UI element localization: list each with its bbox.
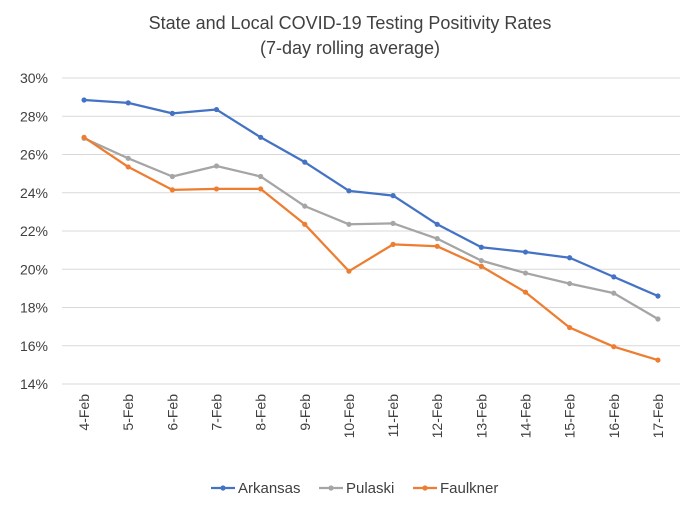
chart-title-line-2: (7-day rolling average) xyxy=(260,38,440,58)
data-point-faulkner xyxy=(434,243,440,249)
data-point-pulaski xyxy=(478,258,484,264)
data-point-pulaski xyxy=(169,173,175,180)
data-point-arkansas xyxy=(169,110,175,116)
data-point-faulkner xyxy=(213,186,220,192)
legend: Arkansas Pulaski Faulkner xyxy=(211,480,498,497)
legend-label: Arkansas xyxy=(238,480,301,497)
x-tick-label: 4-Feb xyxy=(76,394,92,431)
data-point-pulaski xyxy=(390,220,396,226)
data-point-arkansas xyxy=(390,193,396,199)
data-point-arkansas xyxy=(258,134,264,140)
x-tick-label: 13-Feb xyxy=(473,394,489,439)
series-faulkner xyxy=(81,134,661,363)
data-point-arkansas xyxy=(125,100,131,106)
y-tick-label: 16% xyxy=(20,338,48,354)
data-point-arkansas xyxy=(611,274,617,280)
legend-label: Faulkner xyxy=(440,480,498,497)
data-point-faulkner xyxy=(567,324,573,331)
legend-swatch-marker xyxy=(422,485,428,491)
y-tick-label: 24% xyxy=(20,185,48,201)
data-point-arkansas xyxy=(655,293,661,299)
legend-label: Pulaski xyxy=(346,480,394,497)
data-point-faulkner xyxy=(258,186,264,192)
data-point-faulkner xyxy=(302,221,308,227)
data-point-arkansas xyxy=(302,159,308,165)
series-lines xyxy=(81,97,661,363)
data-point-pulaski xyxy=(434,236,440,242)
data-point-pulaski xyxy=(258,173,264,180)
data-point-arkansas xyxy=(567,255,573,261)
legend-item-pulaski: Pulaski xyxy=(319,480,394,497)
series-line-faulkner xyxy=(82,136,660,362)
series-pulaski xyxy=(81,135,661,322)
data-point-faulkner xyxy=(522,289,529,295)
y-tick-label: 20% xyxy=(20,261,48,277)
data-point-faulkner xyxy=(611,344,617,350)
legend-item-arkansas: Arkansas xyxy=(211,480,301,497)
series-arkansas xyxy=(81,97,661,299)
data-point-faulkner xyxy=(125,164,131,170)
x-tick-label: 12-Feb xyxy=(429,394,445,439)
data-point-pulaski xyxy=(346,221,352,227)
y-tick-label: 22% xyxy=(20,223,48,239)
x-tick-label: 16-Feb xyxy=(606,394,622,439)
data-point-faulkner xyxy=(390,241,396,247)
x-tick-label: 11-Feb xyxy=(385,394,401,438)
x-tick-label: 8-Feb xyxy=(253,394,269,431)
data-point-arkansas xyxy=(522,249,529,255)
data-point-arkansas xyxy=(346,188,352,194)
y-tick-label: 14% xyxy=(20,376,48,392)
x-tick-label: 7-Feb xyxy=(209,394,225,431)
series-line-arkansas xyxy=(82,98,660,298)
y-axis-tick-labels: 14% 16% 18% 20% 22% 24% 26% 28% 30% xyxy=(20,70,48,392)
data-point-pulaski xyxy=(213,163,220,169)
x-tick-label: 6-Feb xyxy=(164,394,180,431)
x-tick-label: 17-Feb xyxy=(650,394,666,439)
series-line-pulaski xyxy=(82,137,660,321)
data-point-pulaski xyxy=(125,155,131,161)
y-tick-label: 26% xyxy=(20,147,48,163)
gridlines xyxy=(62,77,680,385)
data-point-pulaski xyxy=(522,270,529,276)
x-tick-label: 10-Feb xyxy=(341,394,357,439)
x-tick-label: 15-Feb xyxy=(562,394,578,439)
data-point-faulkner xyxy=(478,263,484,269)
y-tick-label: 28% xyxy=(20,108,48,124)
x-axis-tick-labels: 4-Feb 5-Feb 6-Feb 7-Feb 8-Feb 9-Feb 10-Feb 11-F… xyxy=(76,394,666,439)
data-point-pulaski xyxy=(302,203,308,209)
data-point-arkansas xyxy=(81,97,87,103)
x-tick-label: 9-Feb xyxy=(297,394,313,431)
data-point-arkansas xyxy=(478,244,484,250)
legend-swatch-marker xyxy=(220,485,226,491)
data-point-faulkner xyxy=(655,357,661,363)
y-tick-label: 18% xyxy=(20,300,48,316)
data-point-pulaski xyxy=(567,280,573,287)
data-point-faulkner xyxy=(169,187,175,193)
data-point-pulaski xyxy=(655,316,661,322)
data-point-arkansas xyxy=(434,221,440,227)
data-point-arkansas xyxy=(213,106,220,113)
chart-title-line-1: State and Local COVID-19 Testing Positiv… xyxy=(149,13,552,33)
data-point-pulaski xyxy=(611,290,617,296)
data-point-faulkner xyxy=(346,268,352,274)
data-point-faulkner xyxy=(81,134,87,140)
x-tick-label: 5-Feb xyxy=(120,394,136,431)
x-tick-label: 14-Feb xyxy=(518,394,534,439)
y-tick-label: 30% xyxy=(20,70,48,86)
legend-item-faulkner: Faulkner xyxy=(413,480,498,497)
legend-swatch-marker xyxy=(328,485,334,491)
